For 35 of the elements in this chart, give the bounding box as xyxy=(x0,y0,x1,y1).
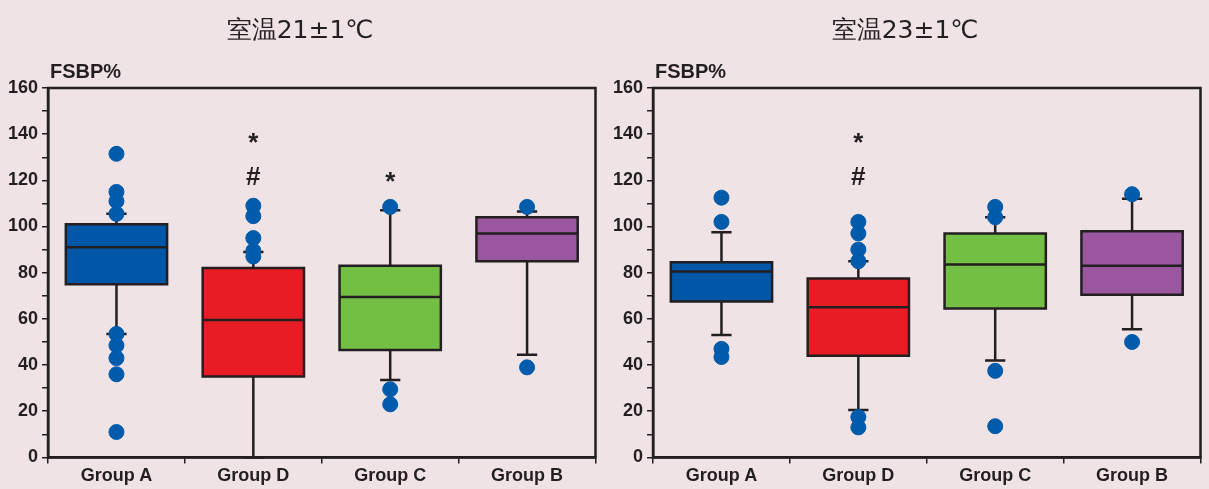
y-tick-label: 60 xyxy=(623,307,644,328)
chart-title: 室温23±1℃ xyxy=(831,14,979,44)
x-tick-label: Group B xyxy=(1096,465,1169,486)
y-tick-label: 20 xyxy=(623,400,644,421)
y-tick-label: 60 xyxy=(18,307,39,328)
y-tick-label: 0 xyxy=(28,446,39,467)
annotation: # xyxy=(851,161,867,192)
y-tick-label: 140 xyxy=(612,123,644,144)
y-axis-title: FSBP% xyxy=(50,59,122,82)
y-tick-label: 160 xyxy=(612,76,644,97)
y-axis-title: FSBP% xyxy=(655,59,727,82)
y-tick-label: 120 xyxy=(7,169,39,190)
annotation: * xyxy=(248,126,260,157)
y-tick-label: 100 xyxy=(612,215,644,236)
annotation: * xyxy=(853,126,865,157)
x-tick-label: Group D xyxy=(217,465,290,486)
y-tick-label: 80 xyxy=(18,261,39,282)
x-tick-label: Group A xyxy=(80,465,153,486)
y-tick-label: 120 xyxy=(612,169,644,190)
y-tick-label: 40 xyxy=(623,354,644,375)
annotation: # xyxy=(246,161,262,192)
y-tick-label: 40 xyxy=(18,354,39,375)
x-tick-label: Group B xyxy=(491,465,564,486)
chart-title: 室温21±1℃ xyxy=(226,14,374,44)
x-tick-label: Group D xyxy=(822,465,895,486)
y-tick-label: 0 xyxy=(633,446,644,467)
x-tick-label: Group C xyxy=(959,465,1032,486)
y-tick-label: 80 xyxy=(623,261,644,282)
y-tick-label: 100 xyxy=(7,215,39,236)
y-tick-label: 20 xyxy=(18,400,39,421)
annotation: * xyxy=(385,165,397,196)
x-tick-label: Group A xyxy=(685,465,758,486)
y-tick-label: 160 xyxy=(7,76,39,97)
x-tick-label: Group C xyxy=(354,465,427,486)
y-tick-label: 140 xyxy=(7,123,39,144)
